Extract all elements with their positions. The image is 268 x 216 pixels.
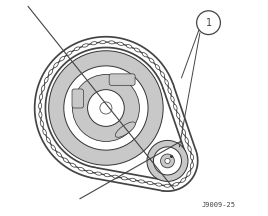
Ellipse shape bbox=[171, 96, 174, 102]
Ellipse shape bbox=[49, 70, 53, 75]
Circle shape bbox=[161, 154, 174, 168]
Ellipse shape bbox=[82, 44, 88, 47]
Ellipse shape bbox=[161, 72, 165, 77]
Circle shape bbox=[64, 66, 148, 150]
Ellipse shape bbox=[87, 170, 93, 173]
Ellipse shape bbox=[39, 103, 42, 109]
Ellipse shape bbox=[182, 129, 186, 135]
Ellipse shape bbox=[67, 51, 72, 55]
Ellipse shape bbox=[190, 163, 193, 168]
Ellipse shape bbox=[109, 41, 115, 44]
Ellipse shape bbox=[41, 85, 45, 91]
Ellipse shape bbox=[135, 48, 140, 52]
Ellipse shape bbox=[39, 94, 43, 100]
Ellipse shape bbox=[147, 181, 153, 185]
Ellipse shape bbox=[155, 65, 160, 70]
Ellipse shape bbox=[70, 163, 76, 167]
Circle shape bbox=[197, 11, 220, 35]
Ellipse shape bbox=[44, 77, 48, 83]
Ellipse shape bbox=[46, 137, 50, 143]
Ellipse shape bbox=[54, 63, 58, 68]
Text: J9009-25: J9009-25 bbox=[202, 202, 236, 208]
Ellipse shape bbox=[179, 121, 183, 127]
Ellipse shape bbox=[39, 112, 42, 118]
Ellipse shape bbox=[113, 175, 119, 178]
Ellipse shape bbox=[164, 184, 170, 187]
Ellipse shape bbox=[79, 167, 84, 171]
Ellipse shape bbox=[40, 121, 43, 127]
Ellipse shape bbox=[176, 113, 180, 119]
Ellipse shape bbox=[187, 171, 191, 176]
Ellipse shape bbox=[115, 122, 135, 137]
Circle shape bbox=[72, 75, 139, 141]
Ellipse shape bbox=[104, 174, 110, 177]
Ellipse shape bbox=[118, 42, 124, 45]
Ellipse shape bbox=[139, 180, 144, 183]
Ellipse shape bbox=[168, 88, 172, 94]
Ellipse shape bbox=[174, 104, 177, 110]
FancyBboxPatch shape bbox=[72, 89, 83, 108]
Ellipse shape bbox=[173, 183, 179, 186]
Ellipse shape bbox=[74, 47, 80, 51]
Ellipse shape bbox=[165, 79, 169, 85]
Ellipse shape bbox=[51, 145, 55, 150]
Text: 1: 1 bbox=[206, 18, 211, 28]
Ellipse shape bbox=[142, 53, 147, 57]
Ellipse shape bbox=[185, 138, 188, 143]
Circle shape bbox=[165, 158, 170, 164]
Circle shape bbox=[49, 51, 163, 165]
Ellipse shape bbox=[95, 172, 101, 175]
Ellipse shape bbox=[181, 178, 186, 182]
Ellipse shape bbox=[121, 177, 127, 180]
Ellipse shape bbox=[188, 146, 191, 152]
Circle shape bbox=[100, 102, 112, 114]
Ellipse shape bbox=[91, 42, 97, 45]
Ellipse shape bbox=[63, 158, 68, 162]
FancyBboxPatch shape bbox=[109, 74, 135, 85]
Ellipse shape bbox=[43, 129, 46, 135]
Circle shape bbox=[154, 147, 181, 175]
Circle shape bbox=[147, 140, 188, 181]
Ellipse shape bbox=[149, 58, 154, 63]
Ellipse shape bbox=[100, 41, 106, 44]
Ellipse shape bbox=[130, 178, 136, 181]
Ellipse shape bbox=[57, 152, 62, 157]
Ellipse shape bbox=[60, 56, 65, 61]
Ellipse shape bbox=[191, 154, 193, 160]
Ellipse shape bbox=[126, 44, 132, 48]
Ellipse shape bbox=[156, 183, 162, 186]
Circle shape bbox=[88, 90, 124, 126]
